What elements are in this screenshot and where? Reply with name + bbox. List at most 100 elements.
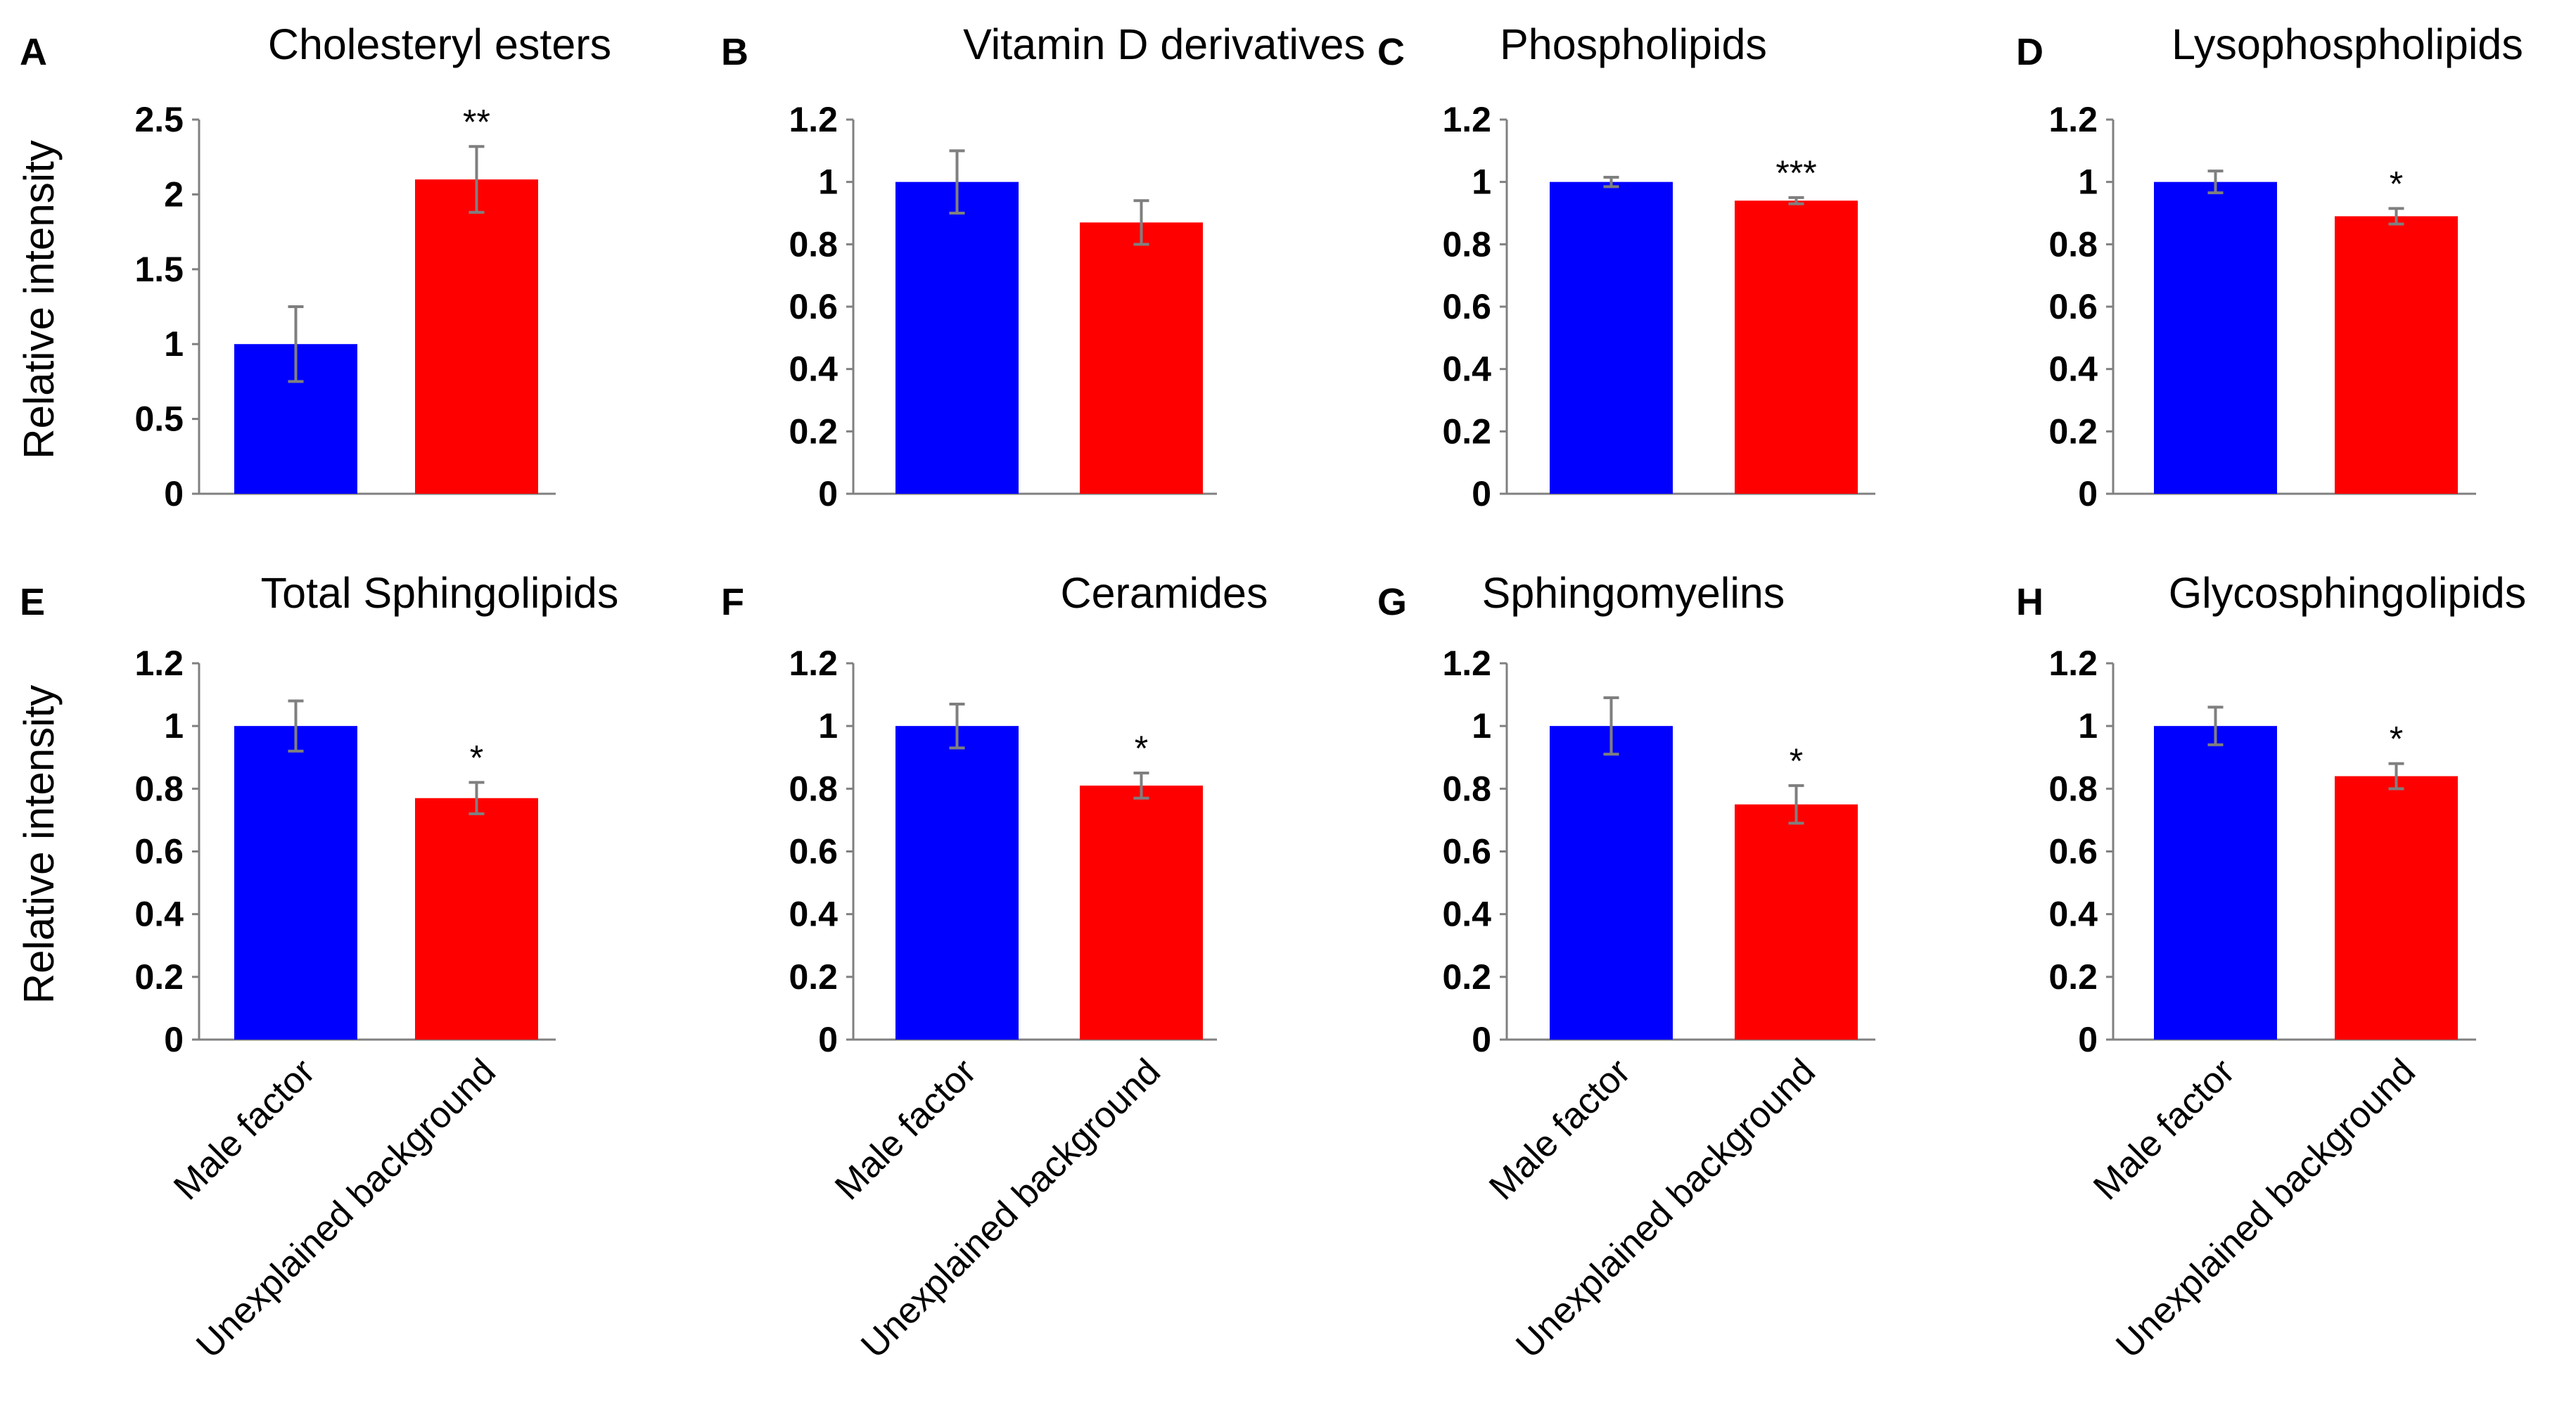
y-tick-label: 0.6 [134, 832, 184, 871]
significance-marker: ** [463, 102, 490, 141]
x-category-label: Unexplained background [1508, 1051, 1823, 1366]
significance-marker: *** [1775, 153, 1816, 193]
bar-unexplained-background [415, 798, 538, 1040]
error-bar [1603, 176, 1619, 189]
x-category-label: Male factor [2086, 1051, 2243, 1208]
y-tick-label: 0.8 [2048, 769, 2098, 808]
bar-male-factor [1550, 726, 1673, 1040]
panel-h: H Glycosphingolipids 0 0.2 0.4 0.6 0.8 1 1.2 * Mal… [2016, 569, 2526, 1366]
y-tick-label: 0.2 [789, 411, 838, 451]
y-tick-label: 0.2 [134, 957, 184, 997]
y-tick-label: 0.5 [134, 400, 184, 439]
y-tick-label: 0.4 [789, 350, 838, 389]
significance-marker: * [1135, 729, 1148, 768]
bar-male-factor [895, 726, 1019, 1040]
y-tick-label: 1 [164, 706, 184, 746]
y-tick-label: 1.5 [134, 250, 184, 289]
panel-letter: H [2016, 581, 2043, 623]
y-tick-label: 0.8 [1442, 224, 1491, 264]
panel-letter: C [1377, 31, 1405, 73]
chart-title: Vitamin D derivatives [963, 20, 1365, 68]
y-tick-label: 0 [818, 474, 838, 513]
y-tick-label: 0 [2078, 1020, 2098, 1059]
y-tick-label: 1.2 [2048, 100, 2098, 139]
chart-title: Ceramides [1061, 569, 1268, 617]
error-bar [2388, 207, 2404, 226]
y-tick-label: 1 [1472, 162, 1491, 202]
error-bar [2207, 170, 2224, 195]
panel-letter: A [20, 31, 47, 73]
significance-marker: * [2390, 720, 2403, 759]
error-bar [288, 699, 304, 753]
x-category-label: Male factor [166, 1051, 323, 1208]
y-axis-label: Relative intensity [15, 685, 63, 1004]
error-bar [1133, 772, 1149, 800]
y-tick-label: 0.4 [2048, 350, 2098, 389]
x-category-label: Male factor [1481, 1051, 1638, 1208]
chart-title: Cholesteryl esters [268, 20, 611, 68]
y-tick-label: 0 [164, 1020, 184, 1059]
y-tick-label: 1.2 [1442, 644, 1491, 683]
error-bar [468, 781, 485, 815]
bar-male-factor [2154, 726, 2277, 1040]
y-tick-label: 0.4 [2048, 895, 2098, 934]
bar-unexplained-background [2335, 216, 2458, 494]
error-bar [2207, 705, 2224, 746]
bar-unexplained-background [1080, 222, 1203, 494]
y-tick-label: 0 [1472, 1020, 1491, 1059]
error-bar [1788, 196, 1804, 205]
chart-title: Total Sphingolipids [261, 569, 619, 617]
panel-a: A Cholesteryl esters 0 0.5 1 1.5 2 2.5 ** Relativ… [15, 20, 611, 513]
bar-unexplained-background [415, 179, 538, 494]
bar-male-factor [895, 181, 1019, 494]
error-bar [288, 305, 304, 383]
error-bar [1133, 199, 1149, 246]
y-tick-label: 1.2 [1442, 100, 1491, 139]
panel-e: E Total Sphingolipids 0 0.2 0.4 0.6 0.8 1 1.2 * Re… [15, 569, 618, 1366]
y-tick-label: 1 [1472, 706, 1491, 746]
error-bar [468, 145, 485, 214]
y-tick-label: 0.4 [789, 895, 838, 934]
error-bar [949, 702, 965, 750]
x-category-label: Male factor [827, 1051, 984, 1208]
y-tick-label: 0.8 [789, 224, 838, 264]
panel-letter: D [2016, 31, 2043, 73]
panel-f: F Ceramides 0 0.2 0.4 0.6 0.8 1 1.2 * Male factorU… [721, 569, 1268, 1366]
chart-title: Sphingomyelins [1482, 569, 1785, 617]
y-tick-label: 0.6 [789, 832, 838, 871]
x-category-label: Unexplained background [2108, 1051, 2423, 1366]
panel-letter: B [721, 31, 748, 73]
panel-letter: F [721, 581, 744, 623]
y-tick-label: 1 [164, 324, 184, 364]
error-bar [1788, 784, 1804, 825]
y-tick-label: 0.8 [134, 769, 184, 808]
y-tick-label: 0.2 [1442, 411, 1491, 451]
bar-male-factor [234, 726, 357, 1040]
y-tick-label: 0.8 [2048, 224, 2098, 264]
chart-title: Lysophospholipids [2172, 20, 2523, 68]
y-tick-label: 1.2 [2048, 644, 2098, 683]
x-category-label: Unexplained background [189, 1051, 504, 1366]
y-tick-label: 1.2 [134, 644, 184, 683]
y-tick-label: 0.6 [2048, 287, 2098, 326]
significance-marker: * [2390, 164, 2403, 203]
chart-title: Glycosphingolipids [2169, 569, 2527, 617]
y-tick-label: 0 [818, 1020, 838, 1059]
error-bar [2388, 762, 2404, 791]
y-tick-label: 0.6 [1442, 832, 1491, 871]
panel-letter: E [20, 581, 45, 623]
bar-unexplained-background [2335, 776, 2458, 1040]
y-tick-label: 0.6 [789, 287, 838, 326]
y-tick-label: 0.6 [2048, 832, 2098, 871]
y-tick-label: 1 [818, 162, 838, 202]
y-tick-label: 0.2 [2048, 957, 2098, 997]
y-tick-label: 0.6 [1442, 287, 1491, 326]
y-tick-label: 1 [2078, 706, 2098, 746]
y-tick-label: 0.4 [134, 895, 184, 934]
bar-male-factor [2154, 181, 2277, 494]
bar-unexplained-background [1735, 804, 1858, 1040]
y-tick-label: 2 [164, 174, 184, 214]
error-bar [949, 149, 965, 215]
